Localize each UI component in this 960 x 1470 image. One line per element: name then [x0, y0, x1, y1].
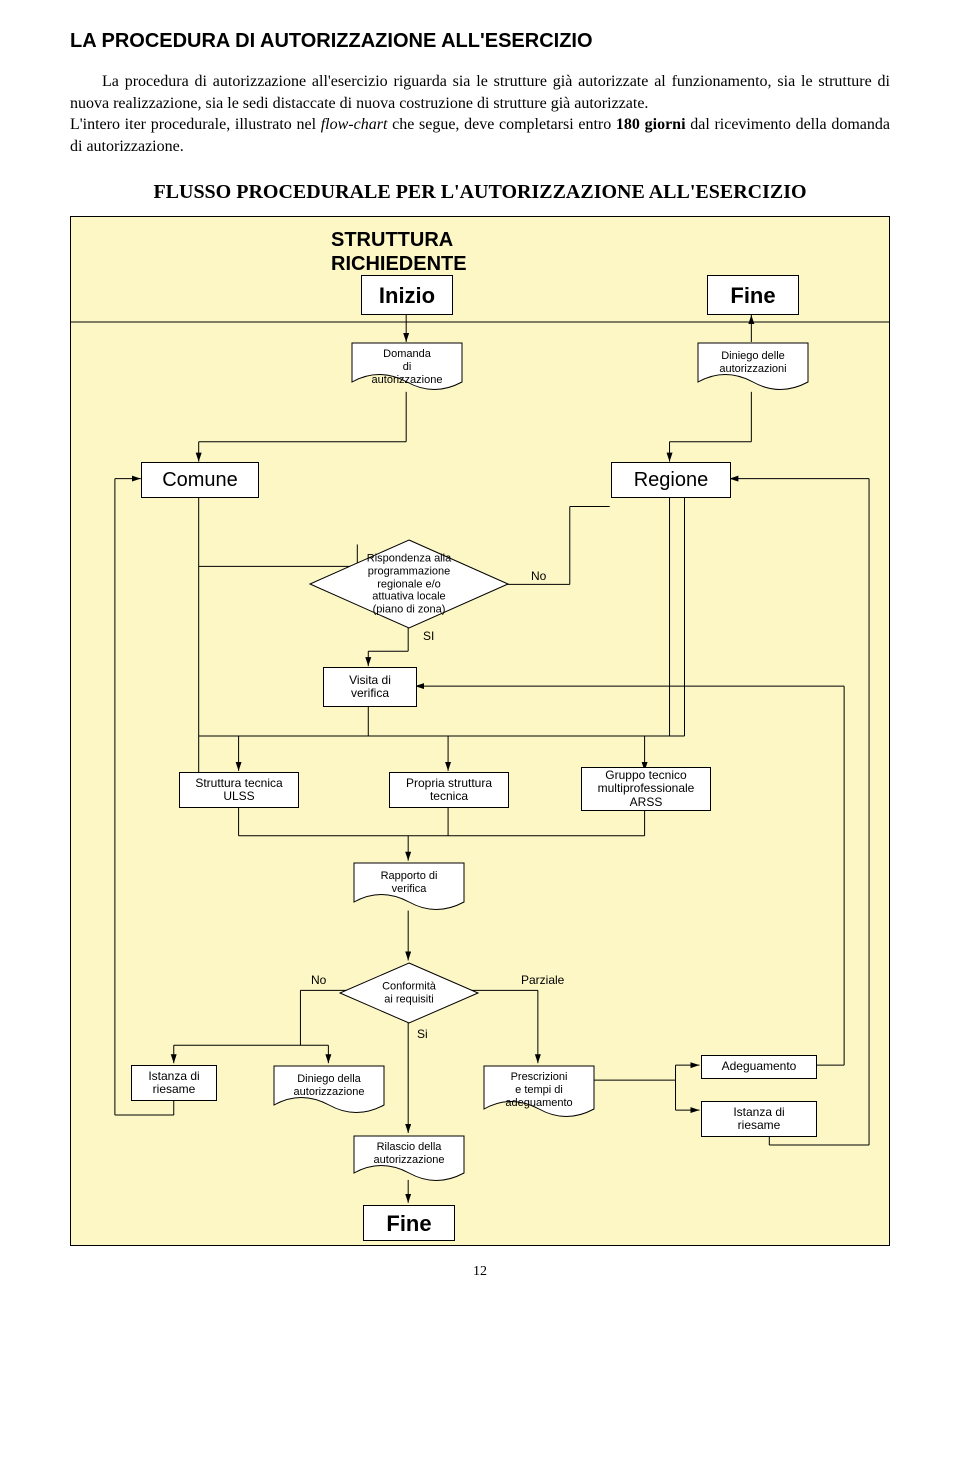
propria-box: Propria strutturatecnica	[389, 772, 509, 808]
flowchart: STRUTTURA RICHIEDENTE Inizio Fine Domand…	[70, 216, 890, 1246]
page-number: 12	[70, 1264, 890, 1280]
rapporto-label: Rapporto diverifica	[353, 870, 465, 895]
diniego-della-label: Diniego dellaautorizzazione	[273, 1073, 385, 1098]
rapporto-doc: Rapporto diverifica	[353, 862, 465, 914]
no-label-1: No	[531, 569, 546, 583]
prescrizioni-label: Prescrizionie tempi diadeguamento	[483, 1071, 595, 1109]
domanda-label: Domandadiautorizzazione	[351, 348, 463, 386]
rispondenza-diamond: Rispondenza allaprogrammazioneregionale …	[309, 539, 509, 629]
parziale-label: Parziale	[521, 973, 564, 987]
struttura-ulss-box: Struttura tecnicaULSS	[179, 772, 299, 808]
rispondenza-label: Rispondenza allaprogrammazioneregionale …	[309, 553, 509, 616]
comune-box: Comune	[141, 462, 259, 498]
fine-top-box: Fine	[707, 275, 799, 315]
domanda-doc: Domandadiautorizzazione	[351, 342, 463, 394]
diniego-della-doc: Diniego dellaautorizzazione	[273, 1065, 385, 1117]
diniego-delle-label: Diniego delleautorizzazioni	[697, 350, 809, 375]
page-title: LA PROCEDURA DI AUTORIZZAZIONE ALL'ESERC…	[70, 30, 890, 53]
no-label-2: No	[311, 973, 326, 987]
istanza-left-box: Istanza diriesame	[131, 1065, 217, 1101]
intro-paragraph: La procedura di autorizzazione all'eserc…	[70, 71, 890, 157]
prescrizioni-doc: Prescrizionie tempi diadeguamento	[483, 1065, 595, 1121]
si-label-2: Si	[417, 1027, 428, 1041]
visita-box: Visita diverifica	[323, 667, 417, 707]
diniego-delle-doc: Diniego delleautorizzazioni	[697, 342, 809, 394]
conformita-label: Conformitàai requisiti	[339, 981, 479, 1006]
struttura-label: STRUTTURA	[331, 229, 453, 252]
richiedente-label: RICHIEDENTE	[331, 253, 467, 276]
si-label-1: SI	[423, 629, 434, 643]
rilascio-doc: Rilascio dellaautorizzazione	[353, 1135, 465, 1185]
istanza-right-box: Istanza diriesame	[701, 1101, 817, 1137]
conformita-diamond: Conformitàai requisiti	[339, 962, 479, 1024]
flowchart-title: FLUSSO PROCEDURALE PER L'AUTORIZZAZIONE …	[70, 181, 890, 204]
regione-box: Regione	[611, 462, 731, 498]
rilascio-label: Rilascio dellaautorizzazione	[353, 1141, 465, 1166]
gruppo-arss-box: Gruppo tecnicomultiprofessionaleARSS	[581, 767, 711, 811]
inizio-box: Inizio	[361, 275, 453, 315]
fine-bottom-box: Fine	[363, 1205, 455, 1241]
adeguamento-box: Adeguamento	[701, 1055, 817, 1079]
